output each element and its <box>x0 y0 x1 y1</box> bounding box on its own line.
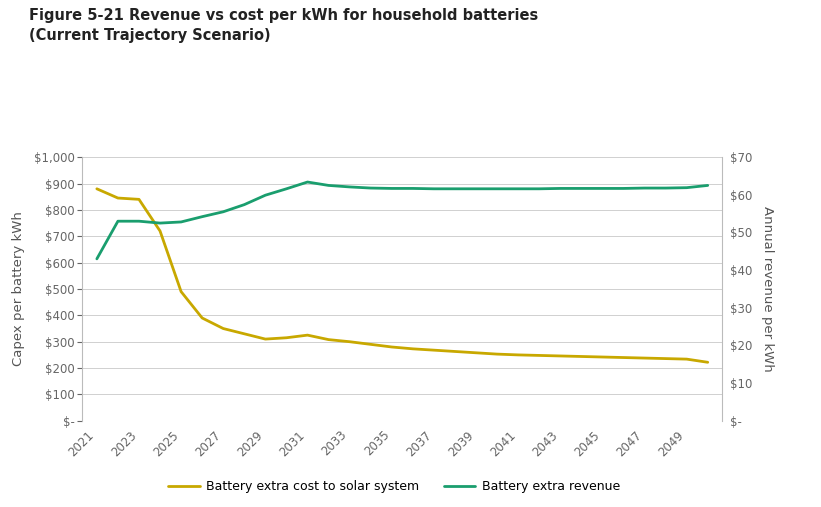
Battery extra cost to solar system <box>471 350 481 356</box>
Battery extra cost to solar system <box>429 347 438 353</box>
Battery extra revenue <box>534 186 544 192</box>
Battery extra cost to solar system <box>598 354 608 360</box>
Battery extra cost to solar system <box>681 356 691 362</box>
Battery extra cost to solar system <box>555 353 565 359</box>
Battery extra cost to solar system <box>366 341 376 347</box>
Battery extra cost to solar system <box>534 352 544 358</box>
Battery extra revenue <box>240 202 250 208</box>
Battery extra revenue <box>92 256 102 262</box>
Battery extra revenue <box>113 218 123 224</box>
Y-axis label: Capex per battery kWh: Capex per battery kWh <box>12 211 25 367</box>
Battery extra revenue <box>260 192 270 198</box>
Battery extra revenue <box>513 186 523 192</box>
Battery extra cost to solar system <box>197 315 207 321</box>
Battery extra cost to solar system <box>408 346 418 352</box>
Battery extra revenue <box>282 186 291 192</box>
Battery extra revenue <box>218 209 228 215</box>
Battery extra cost to solar system <box>640 355 649 361</box>
Battery extra cost to solar system <box>323 337 333 343</box>
Battery extra revenue <box>598 186 608 192</box>
Battery extra cost to solar system <box>240 331 250 337</box>
Battery extra cost to solar system <box>303 332 313 338</box>
Battery extra cost to solar system <box>492 351 502 357</box>
Battery extra cost to solar system <box>218 325 228 332</box>
Battery extra cost to solar system <box>177 288 186 295</box>
Battery extra cost to solar system <box>661 355 671 361</box>
Battery extra revenue <box>618 186 628 192</box>
Battery extra revenue <box>471 186 481 192</box>
Battery extra revenue <box>576 186 586 192</box>
Battery extra cost to solar system <box>113 195 123 201</box>
Battery extra revenue <box>134 218 144 224</box>
Battery extra revenue <box>681 185 691 191</box>
Legend: Battery extra cost to solar system, Battery extra revenue: Battery extra cost to solar system, Batt… <box>163 475 625 498</box>
Battery extra cost to solar system <box>345 339 355 345</box>
Battery extra cost to solar system <box>576 353 586 359</box>
Battery extra cost to solar system <box>703 359 713 366</box>
Battery extra revenue <box>450 186 460 192</box>
Battery extra revenue <box>323 183 333 189</box>
Battery extra revenue <box>366 185 376 191</box>
Battery extra revenue <box>640 185 649 191</box>
Battery extra revenue <box>661 185 671 191</box>
Battery extra revenue <box>408 186 418 192</box>
Battery extra cost to solar system <box>155 228 165 234</box>
Battery extra cost to solar system <box>450 348 460 354</box>
Line: Battery extra revenue: Battery extra revenue <box>97 182 708 259</box>
Battery extra revenue <box>303 179 313 185</box>
Battery extra cost to solar system <box>92 186 102 192</box>
Battery extra revenue <box>555 186 565 192</box>
Y-axis label: Annual revenue per kWh: Annual revenue per kWh <box>761 206 774 372</box>
Battery extra revenue <box>345 184 355 190</box>
Battery extra cost to solar system <box>387 344 397 350</box>
Battery extra cost to solar system <box>513 352 523 358</box>
Battery extra cost to solar system <box>618 354 628 360</box>
Battery extra revenue <box>429 186 438 192</box>
Line: Battery extra cost to solar system: Battery extra cost to solar system <box>97 189 708 363</box>
Battery extra revenue <box>703 183 713 189</box>
Battery extra revenue <box>155 220 165 226</box>
Battery extra revenue <box>492 186 502 192</box>
Battery extra cost to solar system <box>134 196 144 202</box>
Battery extra revenue <box>197 213 207 220</box>
Battery extra cost to solar system <box>282 335 291 341</box>
Battery extra revenue <box>387 186 397 192</box>
Battery extra revenue <box>177 219 186 225</box>
Text: (Current Trajectory Scenario): (Current Trajectory Scenario) <box>29 28 270 43</box>
Text: Figure 5-21 Revenue vs cost per kWh for household batteries: Figure 5-21 Revenue vs cost per kWh for … <box>29 8 538 23</box>
Battery extra cost to solar system <box>260 336 270 342</box>
